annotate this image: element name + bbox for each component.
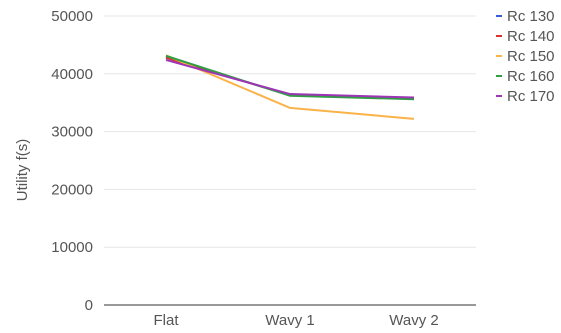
series-line-rc-140 [165, 56, 415, 100]
x-tick-label: Wavy 2 [389, 312, 438, 329]
legend-swatch [496, 75, 502, 77]
series-line-rc-130 [165, 56, 415, 100]
x-tick-label: Flat [153, 312, 179, 329]
legend-swatch [496, 35, 502, 37]
y-tick-label: 50000 [51, 8, 93, 25]
y-tick-label: 30000 [51, 124, 93, 141]
legend-item: Rc 150 [496, 46, 555, 66]
y-tick-label: 40000 [51, 66, 93, 83]
gridlines [104, 15, 476, 306]
legend: Rc 130 Rc 140 Rc 150 Rc 160 Rc 170 [496, 6, 555, 106]
legend-item: Rc 170 [496, 86, 555, 106]
x-tick-label: Wavy 1 [265, 312, 314, 329]
legend-swatch [496, 95, 502, 97]
series-lines [165, 54, 415, 120]
y-tick-label: 10000 [51, 239, 93, 256]
legend-swatch [496, 15, 502, 17]
legend-swatch [496, 55, 502, 57]
legend-label: Rc 150 [507, 47, 555, 65]
legend-label: Rc 140 [507, 27, 555, 45]
legend-label: Rc 170 [507, 87, 555, 105]
x-tick-labels: Flat Wavy 1 Wavy 2 [153, 312, 438, 329]
series-line-rc-150 [165, 54, 415, 120]
legend-item: Rc 130 [496, 6, 555, 26]
y-tick-labels: 0 10000 20000 30000 40000 50000 [51, 8, 93, 314]
legend-item: Rc 160 [496, 66, 555, 86]
y-tick-label: 20000 [51, 181, 93, 198]
series-line-rc-170 [165, 58, 415, 99]
series-line-rc-160 [165, 54, 415, 101]
legend-label: Rc 160 [507, 67, 555, 85]
legend-item: Rc 140 [496, 26, 555, 46]
legend-label: Rc 130 [507, 7, 555, 25]
y-tick-label: 0 [85, 297, 93, 314]
y-axis-label: Utility f(s) [14, 139, 31, 202]
